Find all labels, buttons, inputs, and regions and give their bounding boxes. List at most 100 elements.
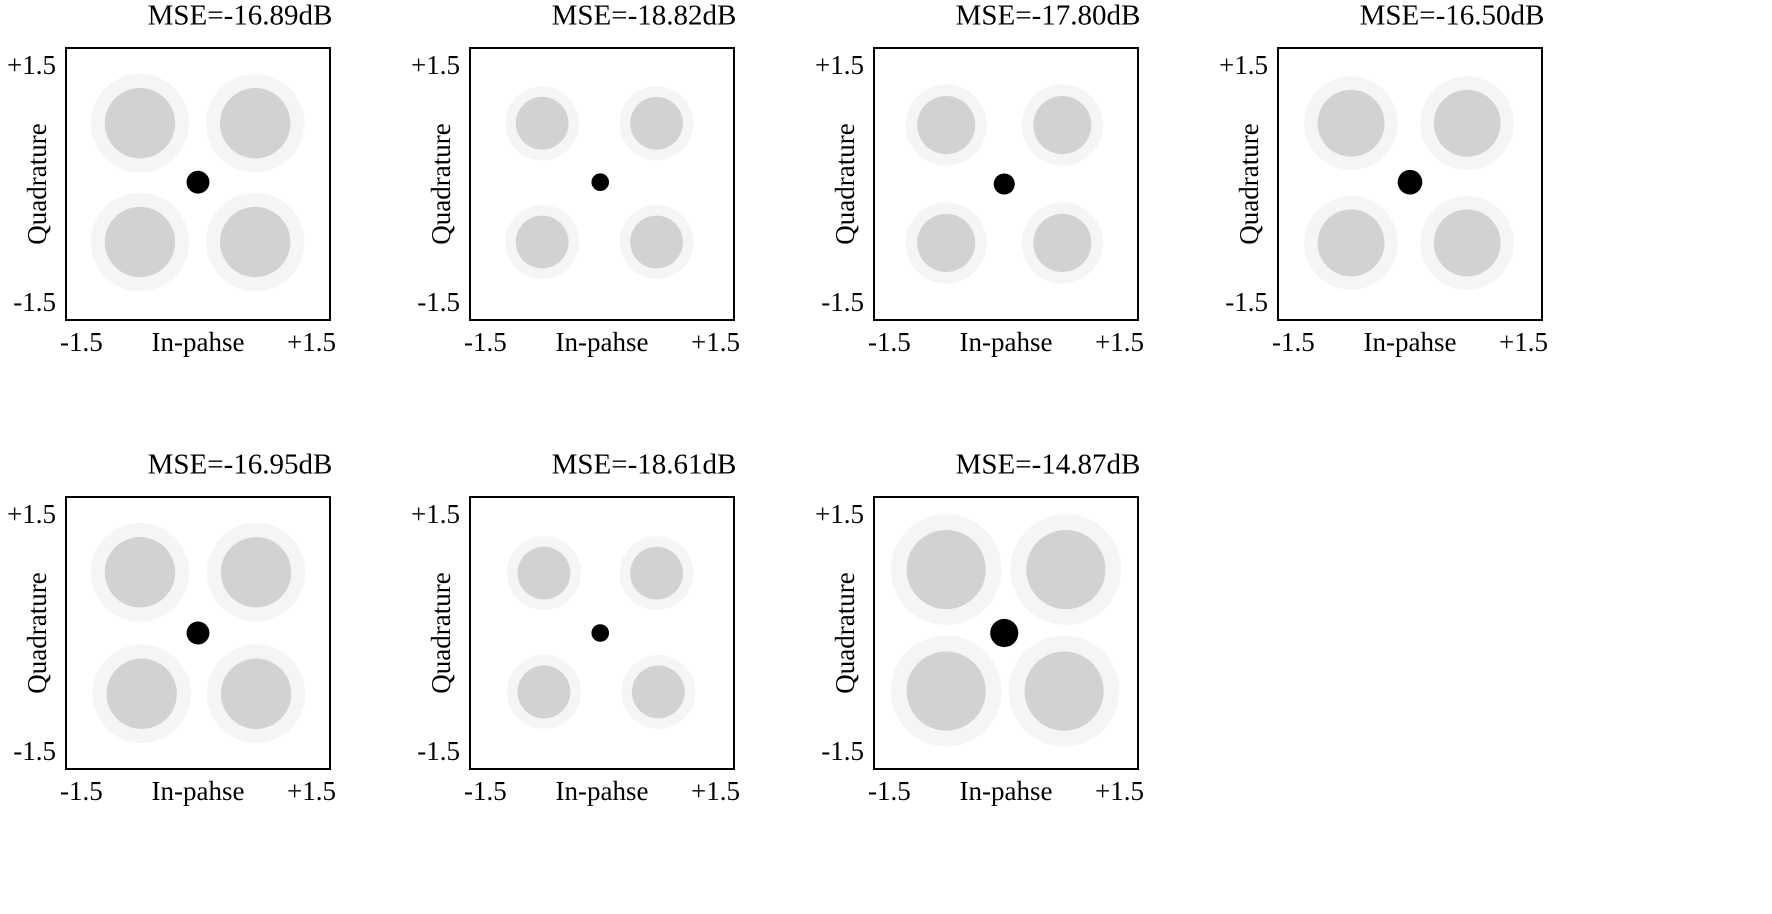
x-axis-label: In-pahse (152, 776, 245, 806)
cluster (1024, 651, 1104, 731)
chart-title: MSE=-16.50dB (1360, 0, 1545, 32)
x-axis-label: In-pahse (1364, 327, 1457, 357)
plot-frame (469, 496, 735, 770)
x-axis-label: In-pahse (960, 327, 1053, 357)
x-tick-label: -1.5 (60, 327, 103, 357)
plot-frame (873, 496, 1139, 770)
cluster (1026, 529, 1106, 610)
cluster (517, 546, 571, 600)
cluster (917, 213, 976, 272)
cluster (591, 173, 610, 191)
x-tick-label: -1.5 (868, 776, 911, 806)
cluster (220, 537, 292, 608)
x-tick-label: +1.5 (691, 776, 740, 806)
plot-frame (469, 47, 735, 321)
cluster (906, 651, 986, 731)
y-tick-label: +1.5 (411, 499, 460, 529)
cluster (517, 665, 571, 719)
chart-title: MSE=-18.82dB (552, 0, 737, 32)
cluster (515, 215, 569, 269)
x-axis-label: In-pahse (152, 327, 245, 357)
y-tick-label: +1.5 (815, 499, 864, 529)
y-axis-label: Quadrature (830, 572, 860, 693)
y-axis-label: Quadrature (22, 572, 52, 693)
panel: MSE=-16.89dB In-pahse Quadrature -1.5 +1.5 -1… (7, 0, 336, 357)
plot-frame (873, 47, 1139, 321)
cluster (917, 96, 976, 155)
cluster (515, 96, 569, 150)
cluster (186, 621, 210, 645)
cluster (1397, 169, 1423, 195)
cluster (631, 665, 685, 719)
y-tick-label: +1.5 (815, 50, 864, 80)
cluster (220, 658, 292, 729)
x-tick-label: +1.5 (1499, 327, 1548, 357)
panel: MSE=-14.87dB In-pahse Quadrature -1.5 +1.5 -1… (815, 449, 1144, 807)
chart-title: MSE=-16.89dB (148, 0, 333, 32)
cluster (104, 537, 176, 608)
y-axis-label: Quadrature (426, 123, 456, 244)
y-axis-label: Quadrature (426, 572, 456, 693)
cluster (1433, 209, 1501, 277)
cluster (630, 546, 683, 600)
cluster (1033, 96, 1092, 155)
y-axis-label: Quadrature (1234, 123, 1264, 244)
y-tick-label: -1.5 (13, 287, 56, 317)
y-tick-label: +1.5 (411, 50, 460, 80)
cluster (1033, 213, 1092, 272)
plot-frame (1277, 47, 1543, 321)
x-tick-label: -1.5 (60, 776, 103, 806)
panel: MSE=-16.50dB In-pahse Quadrature -1.5 +1.5 -1… (1219, 0, 1548, 357)
y-tick-label: -1.5 (417, 736, 460, 766)
x-axis-label: In-pahse (556, 327, 649, 357)
x-tick-label: -1.5 (464, 327, 507, 357)
y-tick-label: +1.5 (7, 499, 56, 529)
x-tick-label: -1.5 (464, 776, 507, 806)
cluster (990, 618, 1019, 648)
cluster (104, 88, 176, 159)
panel: MSE=-18.82dB In-pahse Quadrature -1.5 +1.5 -1… (411, 0, 740, 357)
panel: MSE=-18.61dB In-pahse Quadrature -1.5 +1.5 -1… (411, 449, 740, 807)
panel: MSE=-16.95dB In-pahse Quadrature -1.5 +1.5 -1… (7, 449, 336, 807)
y-tick-label: -1.5 (821, 287, 864, 317)
cluster (906, 529, 986, 610)
cluster (993, 173, 1015, 195)
x-tick-label: +1.5 (1095, 327, 1144, 357)
plot-frame (65, 496, 331, 770)
x-tick-label: +1.5 (287, 776, 336, 806)
cluster (186, 170, 210, 194)
x-tick-label: -1.5 (1272, 327, 1315, 357)
panel: MSE=-17.80dB In-pahse Quadrature -1.5 +1.5 -1… (815, 0, 1144, 357)
chart-title: MSE=-18.61dB (552, 449, 737, 481)
y-tick-label: +1.5 (1219, 50, 1268, 80)
y-tick-label: -1.5 (417, 287, 460, 317)
y-tick-label: -1.5 (1225, 287, 1268, 317)
y-tick-label: +1.5 (7, 50, 56, 80)
chart-title: MSE=-17.80dB (956, 0, 1141, 32)
y-tick-label: -1.5 (13, 736, 56, 766)
chart-title: MSE=-14.87dB (956, 449, 1141, 481)
cluster (1317, 89, 1385, 157)
cluster (106, 658, 177, 729)
cluster (1317, 209, 1385, 277)
cluster (591, 624, 610, 642)
cluster (1433, 89, 1501, 157)
chart-title: MSE=-16.95dB (148, 449, 333, 481)
cluster (220, 206, 291, 278)
x-tick-label: -1.5 (868, 327, 911, 357)
y-axis-label: Quadrature (22, 123, 52, 244)
cluster (104, 206, 176, 278)
y-tick-label: -1.5 (821, 736, 864, 766)
x-axis-label: In-pahse (960, 776, 1053, 806)
y-axis-label: Quadrature (830, 123, 860, 244)
cluster (630, 215, 683, 269)
x-tick-label: +1.5 (1095, 776, 1144, 806)
x-axis-label: In-pahse (556, 776, 649, 806)
cluster (630, 96, 683, 150)
plot-frame (65, 47, 331, 321)
x-tick-label: +1.5 (287, 327, 336, 357)
x-tick-label: +1.5 (691, 327, 740, 357)
cluster (220, 88, 291, 159)
